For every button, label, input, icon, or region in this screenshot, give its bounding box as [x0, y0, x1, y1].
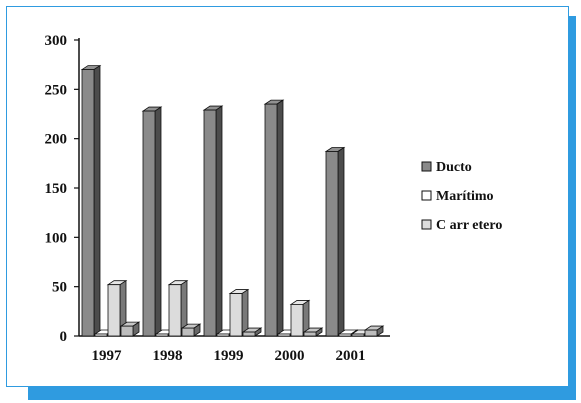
bar-c-arr-etero-1999 — [228, 288, 250, 337]
bar-front-c-arr-etero-1999 — [229, 293, 243, 337]
bar-ducto-1998 — [141, 106, 163, 337]
bar-front-series-3-1998 — [181, 327, 195, 337]
bar-front-mar-timo-1999 — [216, 333, 230, 337]
bar-side-ducto-1999 — [215, 105, 223, 337]
bar-series-3-1997 — [119, 321, 141, 337]
bar-group-1997 — [80, 64, 141, 337]
bar-series-3-1999 — [241, 327, 263, 337]
legend-swatch-maritimo — [421, 190, 432, 201]
bar-c-arr-etero-2000 — [289, 299, 311, 337]
legend-label-carretero: C arr etero — [436, 218, 502, 233]
legend-item-maritimo: Marítimo — [421, 189, 494, 204]
chart-bars — [80, 64, 385, 337]
bar-group-2000 — [263, 99, 324, 337]
y-tick-label-150: 150 — [45, 181, 68, 197]
bar-front-c-arr-etero-1998 — [168, 284, 182, 337]
bar-ducto-1997 — [80, 64, 102, 337]
x-tick-label-1999: 1999 — [214, 348, 244, 364]
bar-side-ducto-1997 — [93, 64, 101, 337]
bar-series-3-2000 — [302, 327, 324, 337]
bar-front-mar-timo-2001 — [338, 333, 352, 337]
bar-front-mar-timo-1997 — [94, 333, 108, 337]
x-tick-label-1998: 1998 — [153, 348, 183, 364]
x-tick-labels: 1997 1998 1999 2000 2001 — [92, 348, 366, 364]
bar-side-ducto-1998 — [154, 106, 162, 337]
bar-front-series-3-1999 — [242, 331, 256, 337]
bar-front-series-3-1997 — [120, 325, 134, 337]
bar-series-3-2001 — [363, 325, 385, 337]
x-tick-label-2000: 2000 — [275, 348, 305, 364]
bar-front-ducto-1997 — [81, 69, 95, 337]
bar-front-c-arr-etero-1997 — [107, 284, 121, 337]
bar-front-c-arr-etero-2001 — [351, 333, 365, 337]
bar-series-3-1998 — [180, 323, 202, 337]
y-tick-label-100: 100 — [45, 230, 68, 246]
y-tick-label-250: 250 — [45, 82, 68, 98]
legend-swatch-ducto — [421, 161, 432, 172]
bar-front-series-3-2000 — [303, 331, 317, 337]
bar-group-1999 — [202, 105, 263, 337]
bar-front-mar-timo-1998 — [155, 333, 169, 337]
y-tick-labels: 0 50 100 150 200 250 300 — [45, 33, 68, 345]
bar-c-arr-etero-1998 — [167, 279, 189, 337]
bar-front-ducto-1999 — [203, 109, 217, 337]
x-tick-label-2001: 2001 — [336, 348, 366, 364]
bar-side-ducto-2001 — [337, 146, 345, 337]
bar-group-1998 — [141, 106, 202, 337]
legend: Ducto Marítimo C arr etero — [421, 160, 502, 233]
bar-front-ducto-2001 — [325, 151, 339, 337]
y-tick-label-50: 50 — [52, 280, 67, 296]
legend-item-carretero: C arr etero — [421, 218, 502, 233]
bar-front-ducto-2000 — [264, 103, 278, 337]
bar-front-series-3-2001 — [364, 329, 378, 337]
y-tick-label-300: 300 — [45, 33, 68, 49]
bar-front-c-arr-etero-2000 — [290, 304, 304, 337]
bar-ducto-1999 — [202, 105, 224, 337]
bar-group-2001 — [324, 146, 385, 337]
y-tick-label-200: 200 — [45, 132, 68, 148]
x-tick-label-1997: 1997 — [92, 348, 123, 364]
bar-front-mar-timo-2000 — [277, 333, 291, 337]
legend-item-ducto: Ducto — [421, 160, 472, 175]
legend-label-ducto: Ducto — [436, 160, 472, 175]
bar-ducto-2000 — [263, 99, 285, 337]
legend-label-maritimo: Marítimo — [436, 189, 494, 204]
bar-ducto-2001 — [324, 146, 346, 337]
y-tick-label-0: 0 — [60, 329, 68, 345]
bar-side-ducto-2000 — [276, 99, 284, 337]
legend-swatch-carretero — [421, 219, 432, 230]
bar-front-ducto-1998 — [142, 110, 156, 337]
